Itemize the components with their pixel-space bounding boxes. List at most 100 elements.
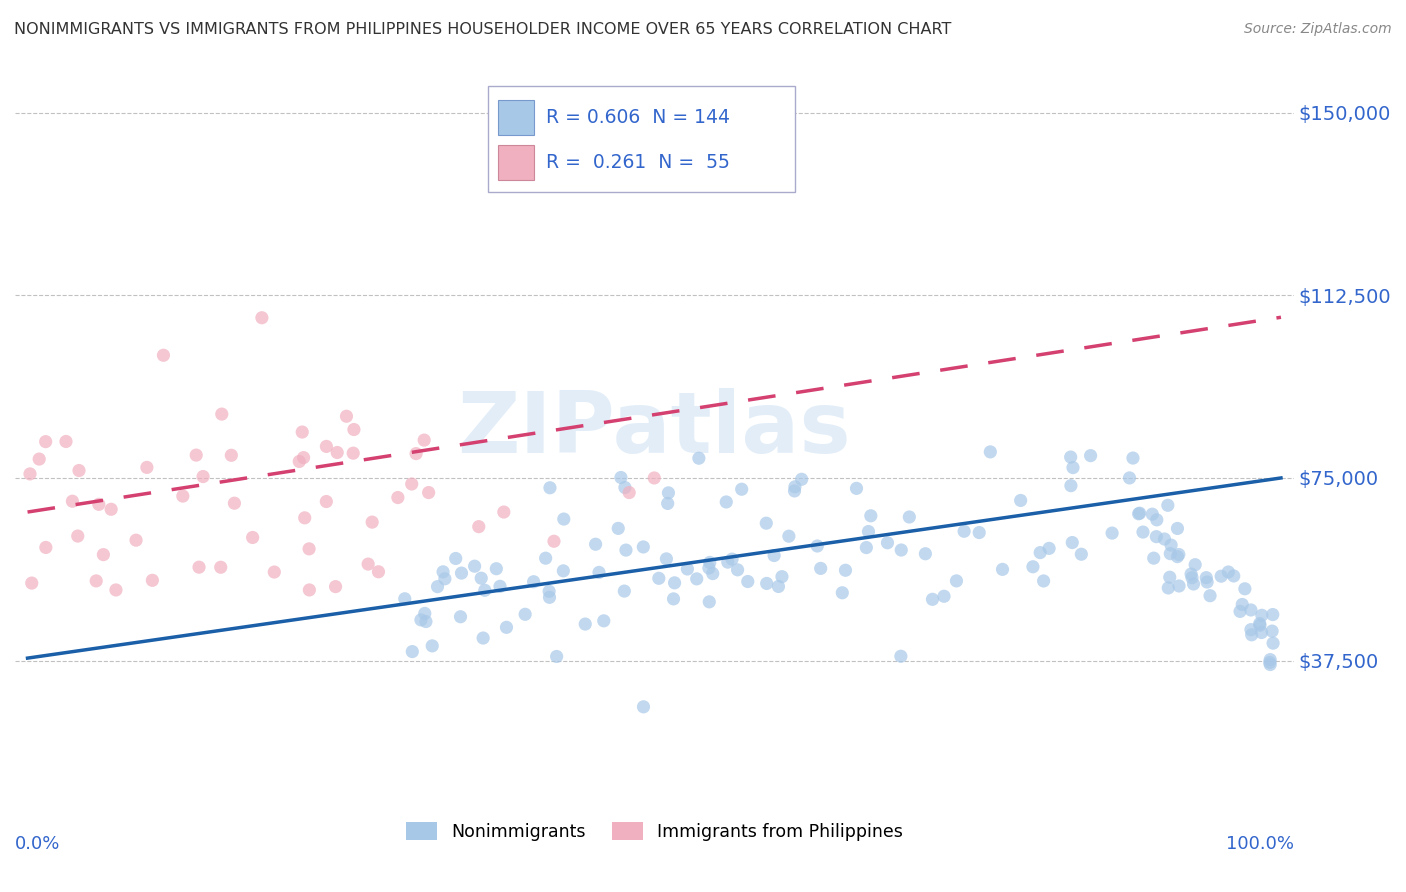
Point xyxy=(67,464,90,478)
Point xyxy=(1062,535,1084,549)
Point xyxy=(783,480,806,494)
Point xyxy=(250,310,273,325)
Text: ZIPatlas: ZIPatlas xyxy=(457,388,851,471)
Point xyxy=(1195,571,1218,585)
Point xyxy=(643,471,665,485)
Point xyxy=(1132,524,1154,539)
Legend: Nonimmigrants, Immigrants from Philippines: Nonimmigrants, Immigrants from Philippin… xyxy=(399,815,910,848)
Point xyxy=(648,571,671,585)
Point xyxy=(613,481,636,495)
Point xyxy=(699,556,721,570)
Point xyxy=(1070,547,1092,561)
Point xyxy=(186,448,208,462)
Point xyxy=(450,609,472,624)
Point xyxy=(401,644,423,658)
Point xyxy=(1038,541,1060,556)
Point xyxy=(1180,567,1202,582)
Point xyxy=(21,576,44,591)
Point xyxy=(191,469,214,483)
Point xyxy=(834,563,856,577)
Point xyxy=(806,539,828,553)
Point xyxy=(783,483,806,498)
Point xyxy=(737,574,759,589)
Point xyxy=(489,579,512,593)
Bar xyxy=(498,100,534,136)
Point xyxy=(1062,460,1084,475)
Point xyxy=(1153,532,1175,546)
Point xyxy=(1080,449,1102,463)
Point xyxy=(770,569,793,583)
Point xyxy=(1197,574,1219,589)
Point xyxy=(468,519,491,533)
Point xyxy=(778,529,800,543)
Point xyxy=(546,649,568,664)
Point xyxy=(686,572,709,586)
Point xyxy=(55,434,77,449)
Point xyxy=(1142,507,1164,521)
Point xyxy=(470,571,492,585)
Point xyxy=(553,512,575,526)
Point xyxy=(676,562,699,576)
Point xyxy=(657,486,679,500)
Point xyxy=(945,574,967,588)
Point xyxy=(472,631,495,645)
Point xyxy=(242,531,264,545)
Point xyxy=(523,574,546,589)
Point xyxy=(485,562,508,576)
Point xyxy=(263,565,285,579)
Point xyxy=(1240,628,1263,642)
Point xyxy=(361,515,384,529)
Point xyxy=(515,607,537,622)
Point xyxy=(125,533,148,548)
Point xyxy=(315,494,337,508)
Point xyxy=(633,540,655,554)
Text: R =  0.261  N =  55: R = 0.261 N = 55 xyxy=(546,153,730,172)
Point xyxy=(763,549,786,563)
Point xyxy=(538,481,561,495)
Point xyxy=(100,502,122,516)
Point xyxy=(845,482,868,496)
Point xyxy=(613,584,636,599)
Point xyxy=(1128,507,1150,521)
Point xyxy=(66,529,89,543)
Point xyxy=(172,489,194,503)
Point xyxy=(662,591,685,606)
Point xyxy=(18,467,41,481)
Point xyxy=(543,534,565,549)
Point xyxy=(592,614,614,628)
Point xyxy=(413,607,436,621)
Point xyxy=(967,525,990,540)
Point xyxy=(84,574,107,588)
Point xyxy=(1258,653,1281,667)
Point xyxy=(1159,570,1181,584)
Point xyxy=(538,591,561,605)
Point xyxy=(426,580,449,594)
Point xyxy=(553,564,575,578)
Point xyxy=(1240,603,1263,617)
Point xyxy=(135,460,157,475)
Point xyxy=(1029,546,1052,560)
Point xyxy=(1250,608,1272,623)
Point xyxy=(298,582,321,597)
Point xyxy=(898,510,921,524)
Point xyxy=(432,565,454,579)
Point xyxy=(1233,582,1256,596)
Point xyxy=(1167,548,1189,562)
Point xyxy=(538,584,561,599)
Point xyxy=(444,551,467,566)
Point xyxy=(921,592,943,607)
Text: R = 0.606  N = 144: R = 0.606 N = 144 xyxy=(546,108,730,128)
Point xyxy=(405,447,427,461)
Point xyxy=(28,452,51,467)
Point xyxy=(534,551,557,566)
Point xyxy=(721,552,744,566)
Point xyxy=(1032,574,1054,588)
Point xyxy=(585,537,607,551)
Point xyxy=(1222,569,1244,583)
Point xyxy=(574,617,596,632)
Point xyxy=(619,485,641,500)
Point xyxy=(1258,657,1281,672)
Point xyxy=(1250,625,1272,640)
Point xyxy=(1181,571,1204,585)
Point xyxy=(294,511,316,525)
